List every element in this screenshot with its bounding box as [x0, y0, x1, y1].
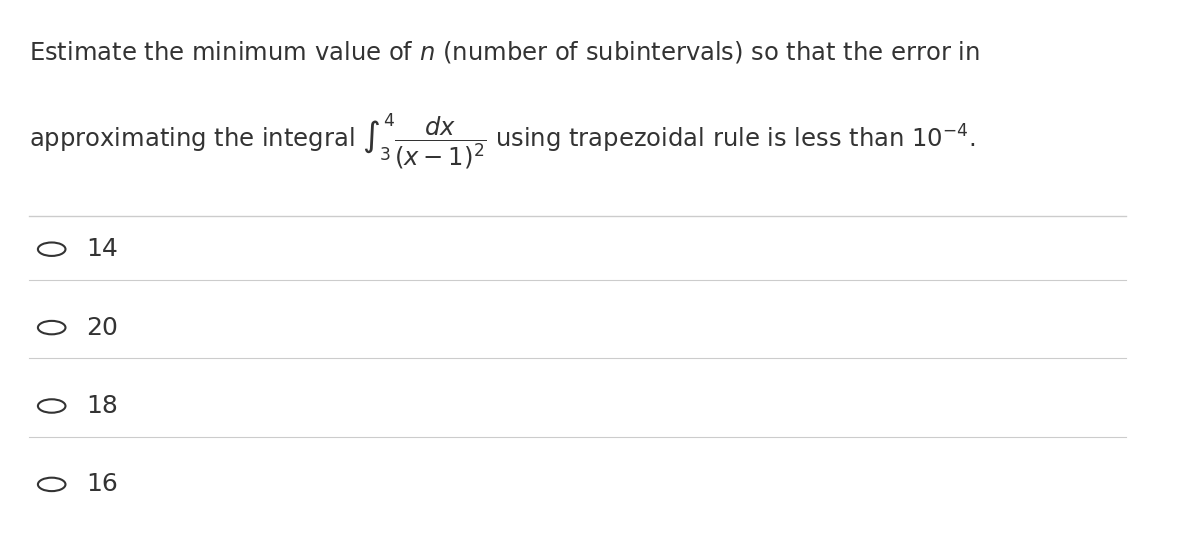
- Text: 14: 14: [86, 237, 118, 261]
- Text: 18: 18: [86, 394, 118, 418]
- Text: 20: 20: [86, 316, 118, 339]
- Text: approximating the integral $\int_3^4 \dfrac{dx}{(x-1)^2}$ using trapezoidal rule: approximating the integral $\int_3^4 \df…: [29, 112, 975, 172]
- Text: 16: 16: [86, 473, 118, 496]
- Text: Estimate the minimum value of $n$ (number of subintervals) so that the error in: Estimate the minimum value of $n$ (numbe…: [29, 39, 980, 65]
